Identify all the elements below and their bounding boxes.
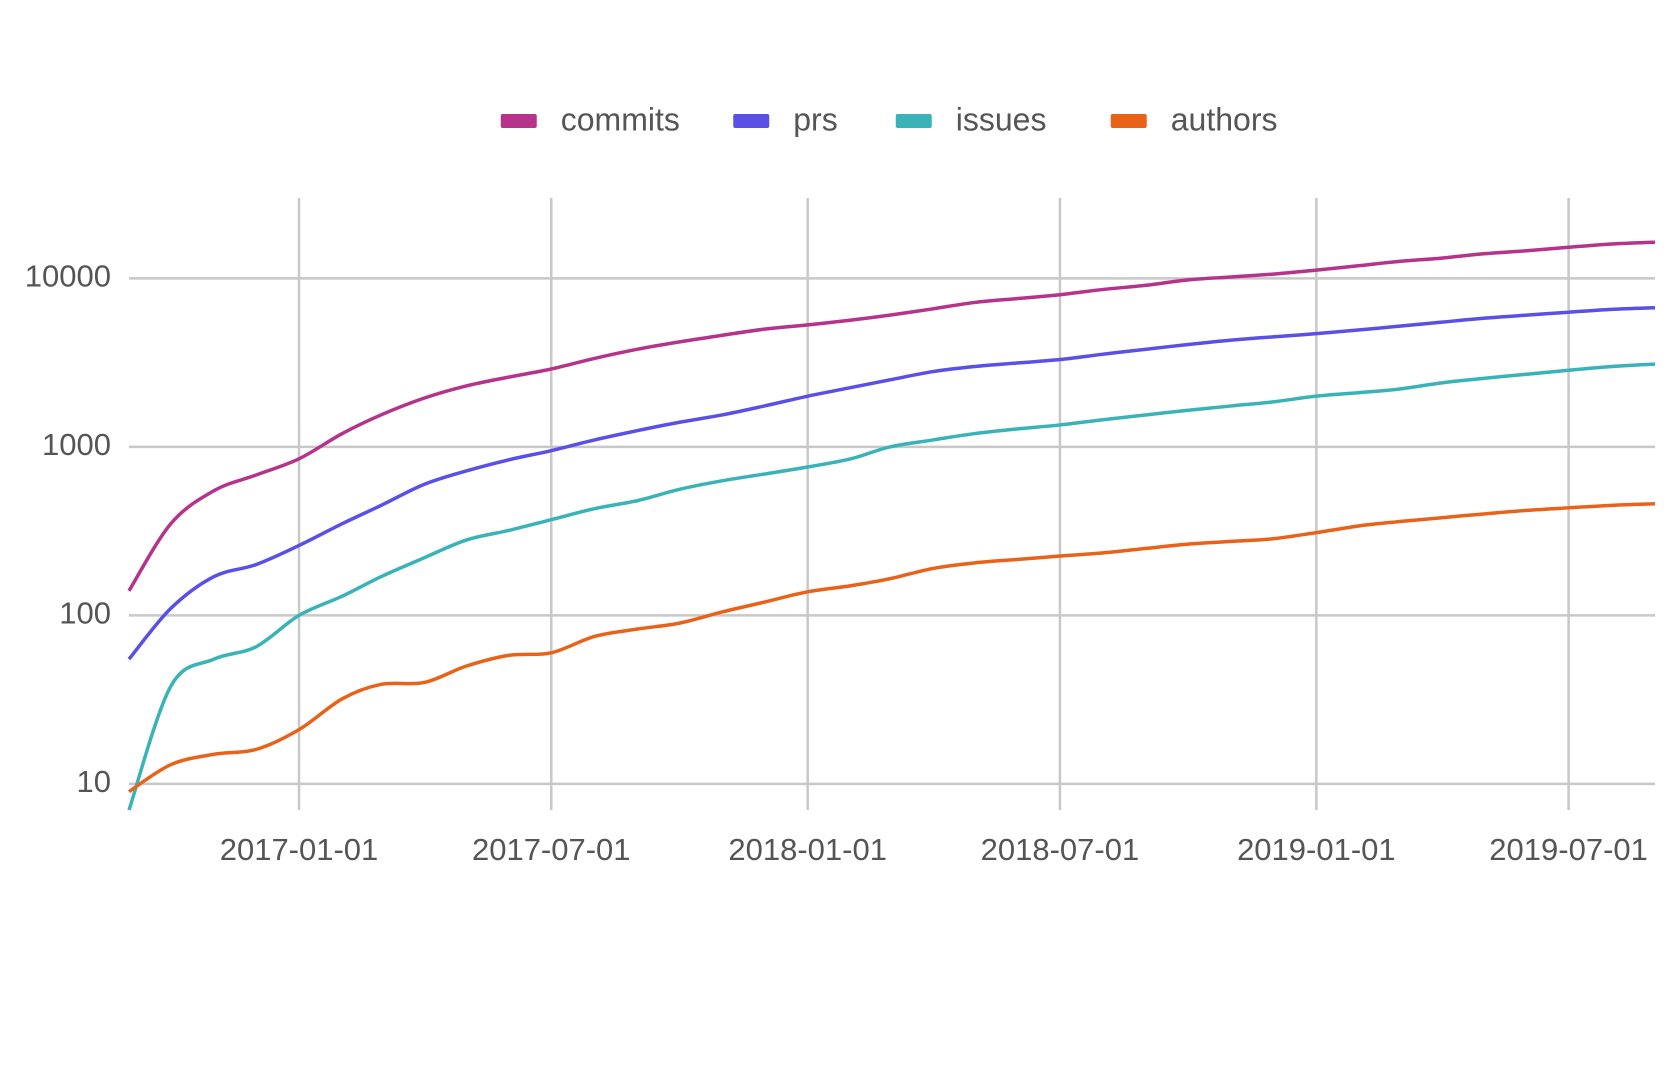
x-tick-label: 2017-01-01 xyxy=(220,832,379,867)
legend-label: authors xyxy=(1171,101,1278,137)
series-line xyxy=(128,501,1656,794)
legend-label: prs xyxy=(793,101,837,137)
x-tick-label: 2018-07-01 xyxy=(981,832,1140,867)
y-tick-label: 1000 xyxy=(42,427,111,462)
x-tick-label: 2019-01-01 xyxy=(1237,832,1396,867)
series-line xyxy=(127,240,1656,592)
y-tick-label: 10000 xyxy=(25,259,111,294)
series-line xyxy=(127,362,1656,811)
legend-swatch xyxy=(500,114,537,128)
legend-swatch xyxy=(1110,114,1147,128)
legend-swatch xyxy=(895,114,932,128)
series-line xyxy=(127,305,1656,661)
x-tick-label: 2018-01-01 xyxy=(728,832,887,867)
legend-label: commits xyxy=(561,101,680,137)
y-tick-label: 10 xyxy=(77,764,111,799)
legend-swatch xyxy=(733,114,770,128)
y-tick-label: 100 xyxy=(59,596,111,631)
x-tick-label: 2017-07-01 xyxy=(472,832,631,867)
x-tick-label: 2019-07-01 xyxy=(1489,832,1648,867)
legend-label: issues xyxy=(956,101,1047,137)
